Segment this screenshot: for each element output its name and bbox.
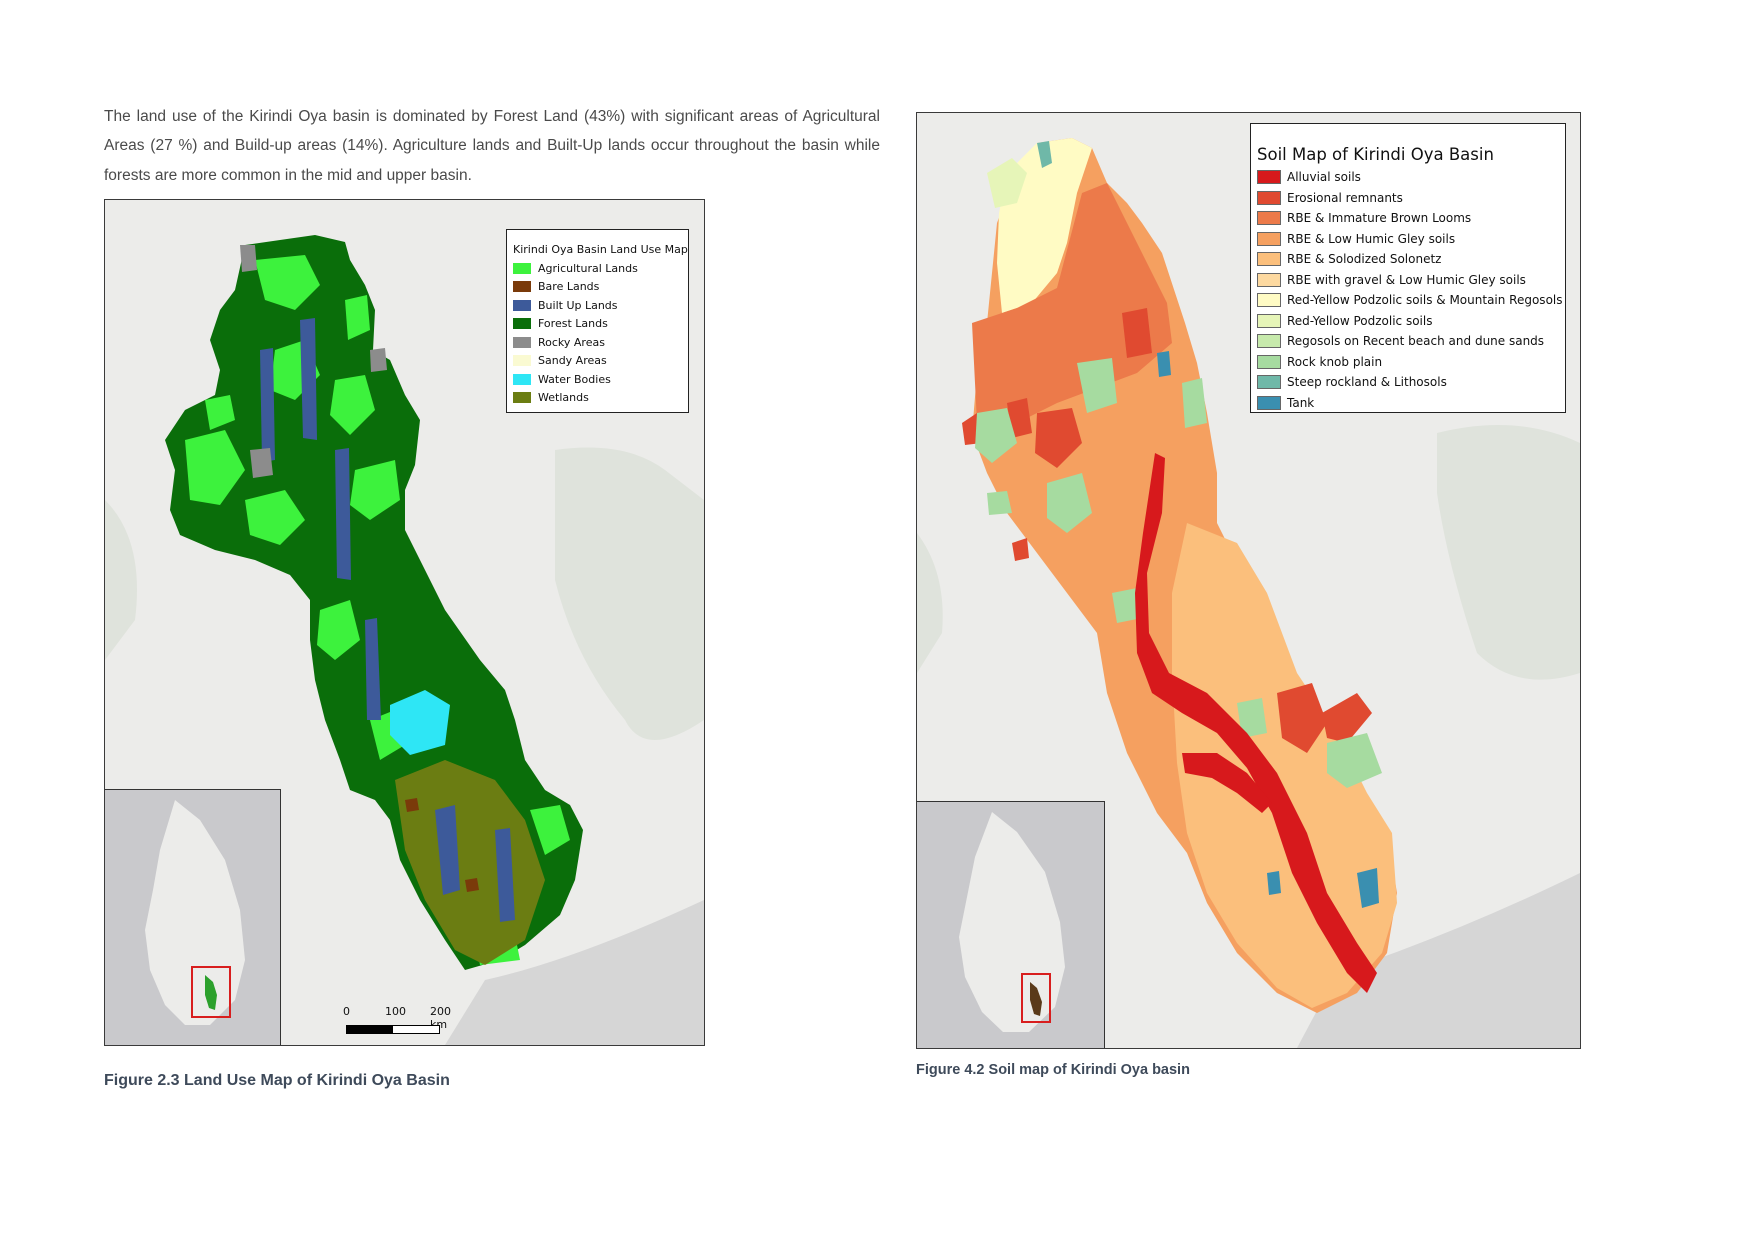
legend-swatch [1257, 170, 1281, 185]
sri-lanka-locator-inset [917, 801, 1105, 1048]
legend-label: Built Up Lands [538, 298, 618, 312]
legend-swatch [1257, 354, 1281, 369]
legend-item: Tank [1257, 393, 1565, 414]
legend-swatch [1257, 293, 1281, 308]
legend-swatch [1257, 395, 1281, 410]
sri-lanka-locator-map [105, 790, 280, 1045]
scale-segment [392, 1025, 440, 1034]
land-use-caption: Figure 2.3 Land Use Map of Kirindi Oya B… [104, 1072, 450, 1089]
legend-item: RBE & Solodized Solonetz [1257, 249, 1565, 270]
legend-item: Water Bodies [513, 370, 688, 389]
legend-item: Agricultural Lands [513, 259, 688, 278]
body-paragraph: The land use of the Kirindi Oya basin is… [104, 107, 880, 184]
legend-item: RBE & Low Humic Gley soils [1257, 229, 1565, 250]
legend-item: RBE & Immature Brown Looms [1257, 208, 1565, 229]
legend-label: Erosional remnants [1287, 190, 1403, 205]
legend-label: RBE & Immature Brown Looms [1287, 211, 1472, 226]
soil-map: Soil Map of Kirindi Oya Basin Alluvial s… [916, 112, 1581, 1049]
land-use-legend-title: Kirindi Oya Basin Land Use Map [513, 243, 688, 256]
scale-tick-100: 100 [385, 1005, 406, 1018]
legend-label: Sandy Areas [538, 354, 607, 368]
soil-legend-title: Soil Map of Kirindi Oya Basin [1257, 145, 1494, 164]
legend-swatch [1257, 272, 1281, 287]
legend-item: Forest Lands [513, 315, 688, 334]
legend-label: RBE & Solodized Solonetz [1287, 252, 1442, 267]
sri-lanka-locator-map [917, 802, 1104, 1048]
legend-item: RBE with gravel & Low Humic Gley soils [1257, 270, 1565, 291]
legend-label: Red-Yellow Podzolic soils & Mountain Reg… [1287, 293, 1563, 308]
legend-swatch [513, 281, 531, 293]
legend-item: Alluvial soils [1257, 167, 1565, 188]
legend-label: Red-Yellow Podzolic soils [1287, 313, 1433, 328]
land-use-map: Kirindi Oya Basin Land Use Map Agricultu… [104, 199, 705, 1046]
legend-label: Agricultural Lands [538, 261, 638, 275]
legend-item: Red-Yellow Podzolic soils [1257, 311, 1565, 332]
legend-item: Bare Lands [513, 278, 688, 297]
legend-swatch [1257, 313, 1281, 328]
legend-item: Erosional remnants [1257, 188, 1565, 209]
legend-swatch [513, 262, 531, 274]
soil-legend: Soil Map of Kirindi Oya Basin Alluvial s… [1250, 123, 1566, 413]
legend-swatch [513, 392, 531, 404]
legend-item: Wetlands [513, 389, 688, 408]
scale-tick-0: 0 [343, 1005, 350, 1018]
legend-item: Regosols on Recent beach and dune sands [1257, 331, 1565, 352]
legend-label: Bare Lands [538, 280, 600, 294]
legend-label: RBE with gravel & Low Humic Gley soils [1287, 272, 1526, 287]
legend-label: Steep rockland & Lithosols [1287, 375, 1447, 390]
legend-label: Forest Lands [538, 317, 608, 331]
legend-swatch [1257, 231, 1281, 246]
legend-label: RBE & Low Humic Gley soils [1287, 231, 1456, 246]
legend-swatch [513, 299, 531, 311]
legend-item: Sandy Areas [513, 352, 688, 371]
scale-segment [346, 1025, 394, 1034]
legend-label: Regosols on Recent beach and dune sands [1287, 334, 1545, 349]
land-use-legend: Kirindi Oya Basin Land Use Map Agricultu… [506, 229, 689, 413]
legend-item: Steep rockland & Lithosols [1257, 372, 1565, 393]
scale-bar: 0 100 200 km [343, 1005, 463, 1034]
legend-swatch [1257, 252, 1281, 267]
legend-label: Water Bodies [538, 372, 611, 386]
legend-item: Rocky Areas [513, 333, 688, 352]
legend-label: Alluvial soils [1287, 170, 1361, 185]
legend-label: Tank [1287, 395, 1315, 410]
soil-map-caption: Figure 4.2 Soil map of Kirindi Oya basin [916, 1062, 1190, 1078]
legend-label: Wetlands [538, 391, 589, 405]
legend-item: Built Up Lands [513, 296, 688, 315]
legend-label: Rock knob plain [1287, 354, 1383, 369]
legend-swatch [1257, 375, 1281, 390]
legend-swatch [513, 355, 531, 367]
legend-swatch [513, 373, 531, 385]
legend-swatch [513, 318, 531, 330]
legend-swatch [1257, 334, 1281, 349]
legend-label: Rocky Areas [538, 335, 605, 349]
legend-swatch [1257, 211, 1281, 226]
legend-item: Red-Yellow Podzolic soils & Mountain Reg… [1257, 290, 1565, 311]
sri-lanka-locator-inset [105, 789, 281, 1045]
legend-item: Rock knob plain [1257, 352, 1565, 373]
legend-swatch [1257, 190, 1281, 205]
legend-swatch [513, 336, 531, 348]
